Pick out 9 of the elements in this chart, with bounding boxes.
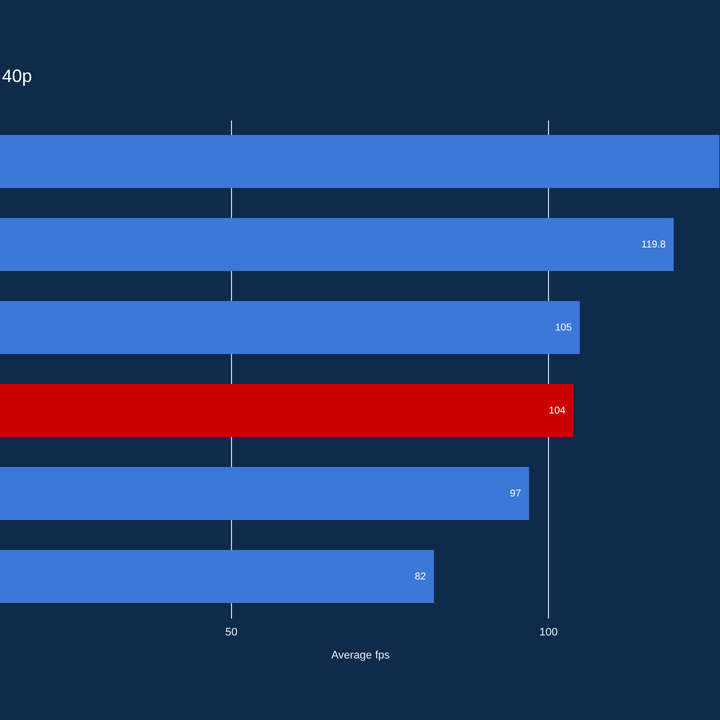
chart-title: 40p	[2, 66, 32, 86]
data-label: 104	[548, 406, 566, 416]
x-axis-title: Average fps	[331, 650, 390, 662]
data-label: 97	[510, 488, 522, 500]
x-tick-label: 100	[539, 626, 558, 638]
x-tick-label: 50	[225, 626, 238, 638]
data-label: 105	[555, 322, 572, 334]
data-label: 119.8	[641, 240, 666, 250]
data-label: 82	[414, 572, 426, 582]
